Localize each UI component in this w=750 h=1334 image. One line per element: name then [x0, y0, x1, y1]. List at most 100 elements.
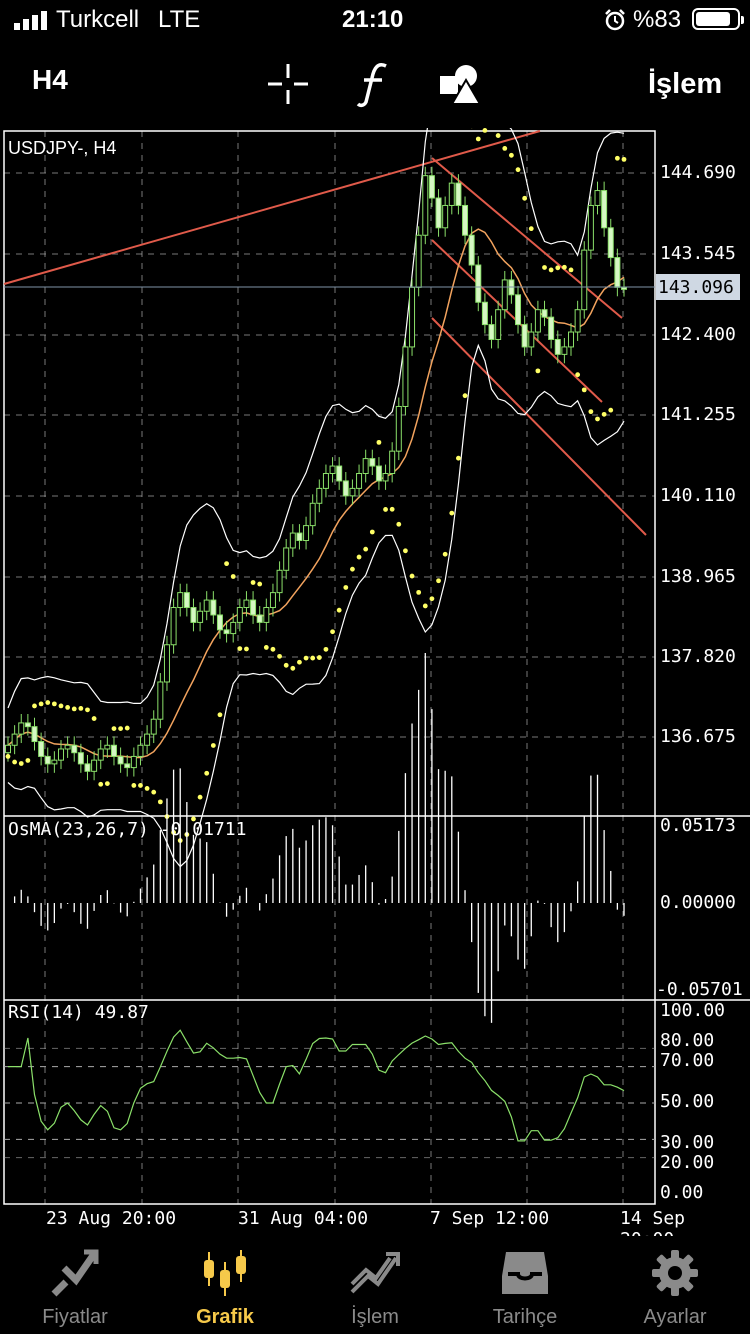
network-type: LTE — [158, 6, 201, 33]
candle-body — [124, 763, 131, 769]
candle-body — [177, 592, 184, 609]
candle-body — [581, 249, 588, 311]
clock: 21:10 — [342, 6, 404, 33]
candle-body — [548, 316, 555, 340]
candle-body — [250, 599, 257, 616]
candle-body — [568, 331, 575, 348]
candle-body — [336, 465, 343, 482]
candle-body — [349, 487, 356, 497]
sar-dot — [621, 156, 627, 162]
tab-history[interactable]: Tarihçe — [450, 1236, 600, 1334]
sar-dot — [608, 407, 614, 413]
sar-dot — [336, 607, 342, 613]
crosshair-icon[interactable] — [266, 62, 310, 106]
sar-dot — [396, 521, 402, 527]
sar-dot — [270, 646, 276, 652]
sar-dot — [191, 816, 196, 822]
sar-dot — [561, 264, 567, 270]
candle-body — [468, 234, 475, 266]
sar-dot — [462, 393, 468, 399]
candle-body — [256, 614, 263, 623]
channel-upper-line — [431, 157, 623, 319]
sar-dot — [91, 716, 97, 721]
candle-body — [31, 726, 38, 743]
current-price-text: 143.096 — [658, 277, 734, 298]
candle-body — [77, 752, 84, 765]
chart-frame — [3, 130, 656, 1205]
shapes-icon[interactable] — [438, 62, 482, 106]
candle-body — [18, 722, 25, 735]
price-tick-label: 141.255 — [660, 404, 736, 425]
sar-dot — [502, 146, 508, 151]
candle-body — [554, 338, 561, 355]
candle-body — [57, 748, 64, 761]
tab-chart[interactable]: Grafik — [150, 1236, 300, 1334]
tab-trade[interactable]: İşlem — [300, 1236, 450, 1334]
sar-dot — [310, 655, 316, 661]
tab-settings[interactable]: Ayarlar — [600, 1236, 750, 1334]
function-icon[interactable] — [356, 60, 392, 108]
candle-body — [110, 744, 117, 757]
sar-dot — [363, 546, 369, 552]
status-bar: Turkcell LTE 21:10 %83 — [0, 0, 750, 40]
candle-body — [269, 592, 276, 609]
sar-dot — [555, 265, 561, 271]
timeframe-button[interactable]: H4 — [32, 64, 68, 95]
candle-body — [415, 234, 422, 288]
sar-dot — [230, 574, 236, 579]
sar-dot — [85, 707, 90, 713]
candle-body — [5, 744, 11, 754]
sar-dot — [71, 706, 77, 712]
price-tick-label: 137.820 — [660, 646, 736, 667]
sar-dot — [568, 267, 574, 273]
sar-dot — [442, 551, 448, 557]
sar-dot — [495, 133, 501, 138]
sar-dot — [436, 578, 441, 584]
tab-settings-label: Ayarlar — [643, 1306, 707, 1328]
sar-dot — [237, 646, 243, 651]
candle-body — [395, 405, 402, 452]
candle-body — [375, 465, 382, 482]
sar-dot — [389, 506, 395, 512]
sar-dot — [263, 645, 269, 650]
symbol-label: USDJPY-, H4 — [8, 138, 117, 158]
price-tick-label: 136.675 — [660, 726, 736, 747]
candle-body — [369, 458, 376, 467]
battery-icon — [692, 8, 744, 30]
candles-icon — [204, 1250, 246, 1296]
candle-body — [541, 309, 548, 318]
chart-area[interactable] — [0, 128, 750, 1236]
osma-tick-label: 0.00000 — [660, 892, 736, 913]
candle-body — [24, 722, 31, 728]
candle-body — [243, 599, 250, 609]
sar-dot — [104, 781, 110, 786]
sar-dot — [204, 770, 210, 776]
sar-dot — [131, 783, 137, 788]
candle-body — [587, 204, 594, 251]
tab-quotes[interactable]: Fiyatlar — [0, 1236, 150, 1334]
trade-button[interactable]: İşlem — [648, 68, 723, 100]
candle-body — [607, 227, 614, 259]
sar-dot — [290, 665, 296, 671]
candle-body — [329, 465, 336, 475]
sar-dot — [283, 662, 289, 668]
rsi-tick-label: 30.00 — [660, 1132, 715, 1153]
candle-body — [614, 257, 621, 288]
sar-dot — [210, 743, 216, 748]
candle-body — [150, 718, 157, 735]
price-tick-label: 144.690 — [660, 162, 736, 183]
osma-label: OsMA(23,26,7) -0.01711 — [8, 819, 247, 840]
quotes-arrows-icon — [51, 1249, 99, 1297]
sar-dot — [508, 152, 514, 158]
sar-dot — [25, 758, 31, 763]
rsi-label: RSI(14) 49.87 — [8, 1002, 149, 1023]
candle-body — [462, 204, 469, 236]
sar-dot — [151, 789, 157, 795]
candle-body — [481, 301, 488, 326]
candle-body — [263, 607, 270, 623]
tab-bar: Fiyatlar Grafik İşlem Tarihçe — [0, 1236, 750, 1334]
candle-body — [428, 175, 435, 199]
candle-body — [91, 759, 98, 772]
sar-dot — [78, 706, 84, 711]
sar-dot — [522, 195, 528, 201]
